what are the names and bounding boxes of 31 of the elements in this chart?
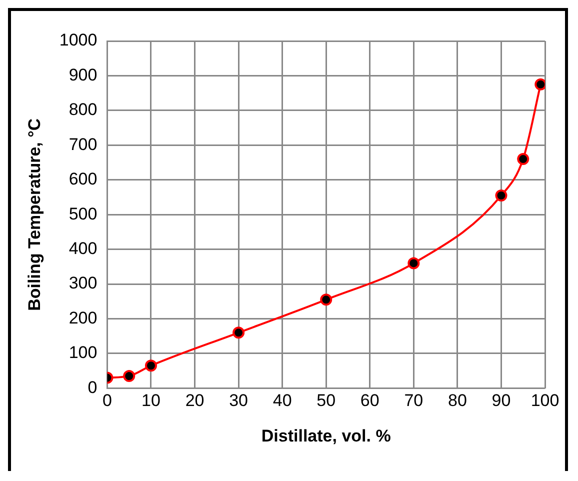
x-tick-label: 20 [185, 391, 204, 410]
y-tick-label: 900 [68, 65, 98, 84]
y-tick-label: 700 [68, 134, 98, 154]
point [123, 370, 136, 382]
point [517, 153, 530, 166]
y-tick-label: 800 [68, 100, 98, 120]
point [408, 257, 420, 270]
y-tick-label: 400 [68, 239, 98, 258]
point [144, 360, 157, 372]
x-tick-label: 30 [229, 391, 248, 410]
y-tick-label: 200 [68, 308, 98, 328]
x-tick-label: 10 [142, 391, 160, 410]
point [232, 326, 245, 339]
x-tick-label: 40 [272, 391, 292, 410]
y-axis-title: Boiling Temperature, °C [24, 118, 44, 311]
point [320, 294, 332, 306]
y-tick-label: 100 [68, 343, 98, 362]
x-tick-label: 90 [492, 391, 511, 410]
x-tick-label: 60 [360, 391, 380, 410]
y-tick-label: 500 [68, 204, 98, 224]
x-tick-label: 0 [102, 391, 112, 410]
x-tick-label: 50 [316, 391, 336, 410]
y-tick-label: 1000 [59, 30, 98, 50]
x-axis-title: Distillate, vol. % [261, 426, 391, 446]
x-tick-label: 80 [448, 391, 467, 410]
y-tick-label: 300 [68, 274, 98, 293]
point [495, 190, 508, 202]
y-tick-label: 0 [88, 378, 98, 397]
y-tick-label: 600 [68, 170, 98, 189]
x-tick-label: 70 [404, 391, 424, 410]
x-tick-label: 100 [530, 391, 560, 410]
